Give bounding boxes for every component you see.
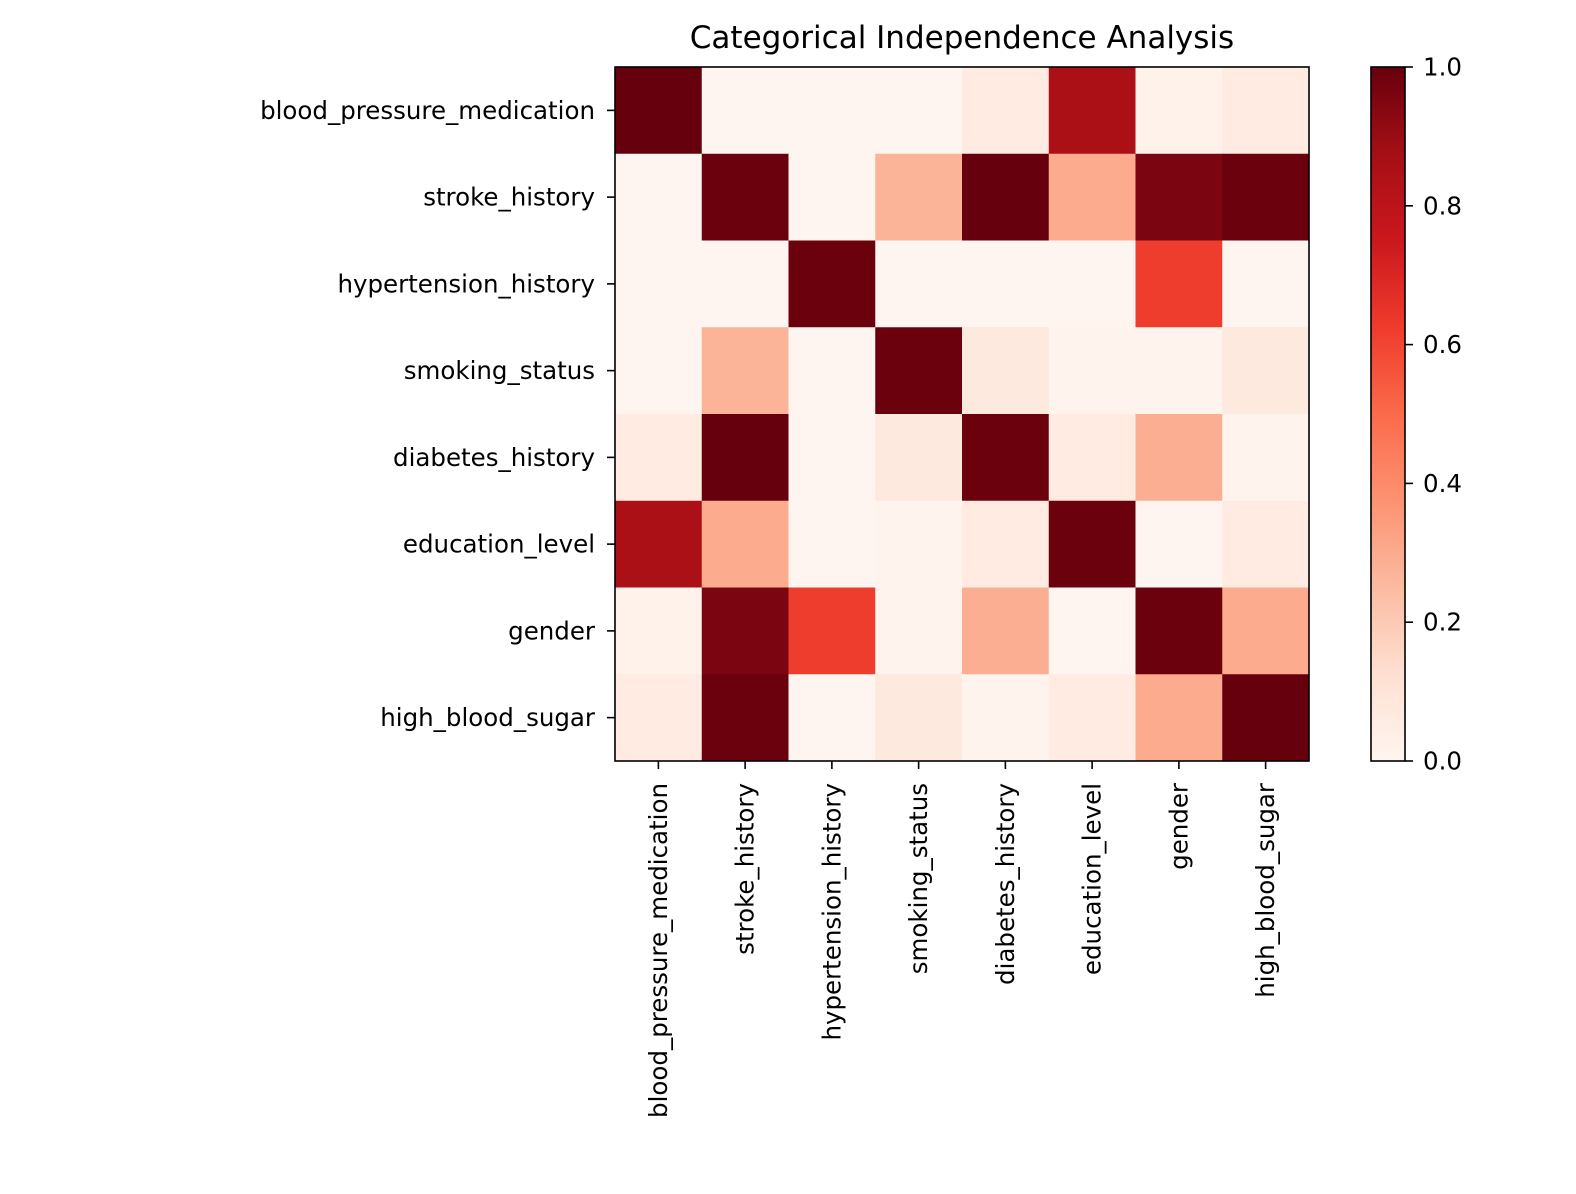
heatmap-cell [1222,327,1310,415]
heatmap-cell [875,587,963,675]
heatmap-cell [1222,500,1310,588]
y-tick-label: smoking_status [404,356,595,385]
heatmap-cell [1135,587,1223,675]
heatmap-cell [615,67,703,155]
x-tick-label: gender [1164,782,1193,870]
heatmap-cell [962,240,1050,328]
heatmap-cell [615,500,703,588]
heatmap-cell [701,500,789,588]
heatmap-cell [1222,153,1310,241]
heatmap-cell [788,500,876,588]
heatmap-cell [788,153,876,241]
heatmap-cell [962,67,1050,155]
heatmap-cell [1135,153,1223,241]
y-tick-label: gender [508,616,596,645]
heatmap-cell [875,414,963,502]
heatmap-cell [875,153,963,241]
y-tick-label: diabetes_history [393,443,595,472]
heatmap-cell [962,587,1050,675]
heatmap-cell [788,240,876,328]
heatmap-cell [1222,414,1310,502]
heatmap-cell [1048,414,1136,502]
heatmap-cell [1135,327,1223,415]
colorbar-tick-label: 1.0 [1423,53,1462,82]
y-tick-label: high_blood_sugar [380,703,596,732]
heatmap-cell [962,327,1050,415]
x-tick-label: high_blood_sugar [1251,782,1280,998]
y-axis: blood_pressure_medication stroke_historyh… [260,96,615,732]
heatmap-cell [701,674,789,762]
heatmap-cell [701,414,789,502]
x-tick-label: education_level [1078,783,1107,975]
heatmap-cell [1135,67,1223,155]
heatmap-cell [701,587,789,675]
heatmap-cell [1048,327,1136,415]
colorbar-axis: 0.0 0.2 0.4 0.6 0.8 1.0 [1405,53,1462,776]
heatmap-cell [1048,153,1136,241]
y-tick-label: education_level [403,530,595,559]
heatmap-cell [788,674,876,762]
heatmap-cell [1135,414,1223,502]
heatmap-cell [788,327,876,415]
heatmap-cell [701,240,789,328]
colorbar-tick-label: 0.4 [1423,469,1462,498]
heatmap-cell [1222,674,1310,762]
heatmap-cell [875,500,963,588]
x-tick-label: blood_pressure_medication [644,783,673,1118]
heatmap-cell [615,674,703,762]
heatmap-cell [962,414,1050,502]
heatmap-cell [1048,674,1136,762]
heatmap-cell [788,67,876,155]
heatmap-cell [615,327,703,415]
heatmap-cell [788,587,876,675]
heatmap-cell [875,327,963,415]
x-tick-label: diabetes_history [991,783,1020,985]
heatmap-cell [1048,67,1136,155]
heatmap-cell [875,240,963,328]
heatmap-cell [788,414,876,502]
heatmap-cell [1135,500,1223,588]
heatmap-cell [701,67,789,155]
x-tick-label: hypertension_history [817,783,846,1041]
heatmap-cell [701,327,789,415]
heatmap-cell [875,674,963,762]
heatmap-cell [615,240,703,328]
heatmap-cells [615,67,1310,762]
x-axis: blood_pressure_medication stroke_history h… [644,761,1280,1118]
heatmap-cell [615,153,703,241]
chart-title: Categorical Independence Analysis [690,20,1234,56]
y-tick-label: blood_pressure_medication [260,96,595,125]
heatmap-cell [1222,240,1310,328]
heatmap-cell [615,587,703,675]
heatmap-cell [962,153,1050,241]
heatmap-cell [615,414,703,502]
colorbar [1370,66,1406,762]
colorbar-tick-label: 0.8 [1423,191,1462,220]
heatmap-cell [962,674,1050,762]
colorbar-tick-label: 0.0 [1423,747,1462,776]
heatmap-cell [1135,240,1223,328]
heatmap-cell [1048,500,1136,588]
x-tick-label: stroke_history [731,783,760,955]
heatmap-cell [875,67,963,155]
heatmap-cell [1135,674,1223,762]
heatmap-cell [1222,587,1310,675]
heatmap-cell [962,500,1050,588]
heatmap-cell [1048,587,1136,675]
plot-frame [614,66,1310,762]
y-tick-label: stroke_history [423,183,595,212]
y-tick-label: hypertension_history [337,269,595,298]
x-tick-label: smoking_status [904,783,933,974]
heatmap-cell [1048,240,1136,328]
heatmap-cell [1222,67,1310,155]
colorbar-tick-label: 0.2 [1423,608,1462,637]
colorbar-tick-label: 0.6 [1423,330,1462,359]
heatmap-cell [701,153,789,241]
